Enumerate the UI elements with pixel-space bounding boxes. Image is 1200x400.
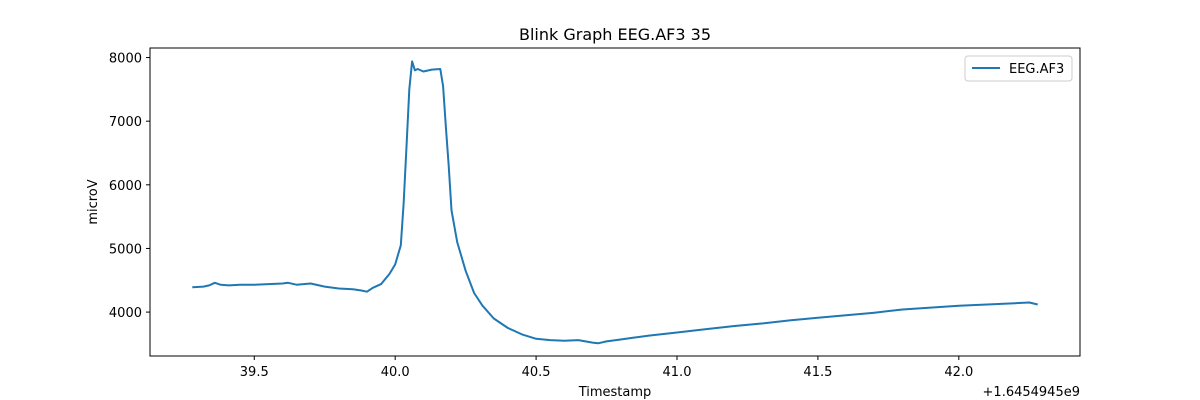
x-tick-label: 42.0 <box>944 365 973 380</box>
x-axis-offset-label: +1.6454945e9 <box>983 385 1080 400</box>
x-tick-label: 41.5 <box>803 365 832 380</box>
x-tick-label: 41.0 <box>663 365 692 380</box>
plot-frame <box>149 47 1081 357</box>
y-axis-title: microV <box>86 179 101 224</box>
y-tick-label: 4000 <box>109 306 142 321</box>
x-axis: 39.5 40.0 40.5 41.0 41.5 42.0 <box>240 356 973 380</box>
y-tick-label: 6000 <box>109 179 142 194</box>
plot-area <box>192 60 1038 345</box>
x-tick-label: 39.5 <box>240 365 269 380</box>
x-axis-title: Timestamp <box>578 385 652 400</box>
chart-title: Blink Graph EEG.AF3 35 <box>519 25 711 44</box>
legend-box <box>964 55 1073 82</box>
y-tick-label: 5000 <box>109 242 142 257</box>
y-axis: 4000 5000 6000 7000 8000 <box>109 52 150 321</box>
legend-label: EEG.AF3 <box>1009 62 1064 77</box>
y-tick-label: 7000 <box>109 115 142 130</box>
x-tick-label: 40.5 <box>522 365 551 380</box>
x-tick-label: 40.0 <box>381 365 410 380</box>
y-tick-label: 8000 <box>109 52 142 67</box>
legend: EEG.AF3 <box>964 55 1073 82</box>
series-line-eeg-af3 <box>192 60 1038 345</box>
